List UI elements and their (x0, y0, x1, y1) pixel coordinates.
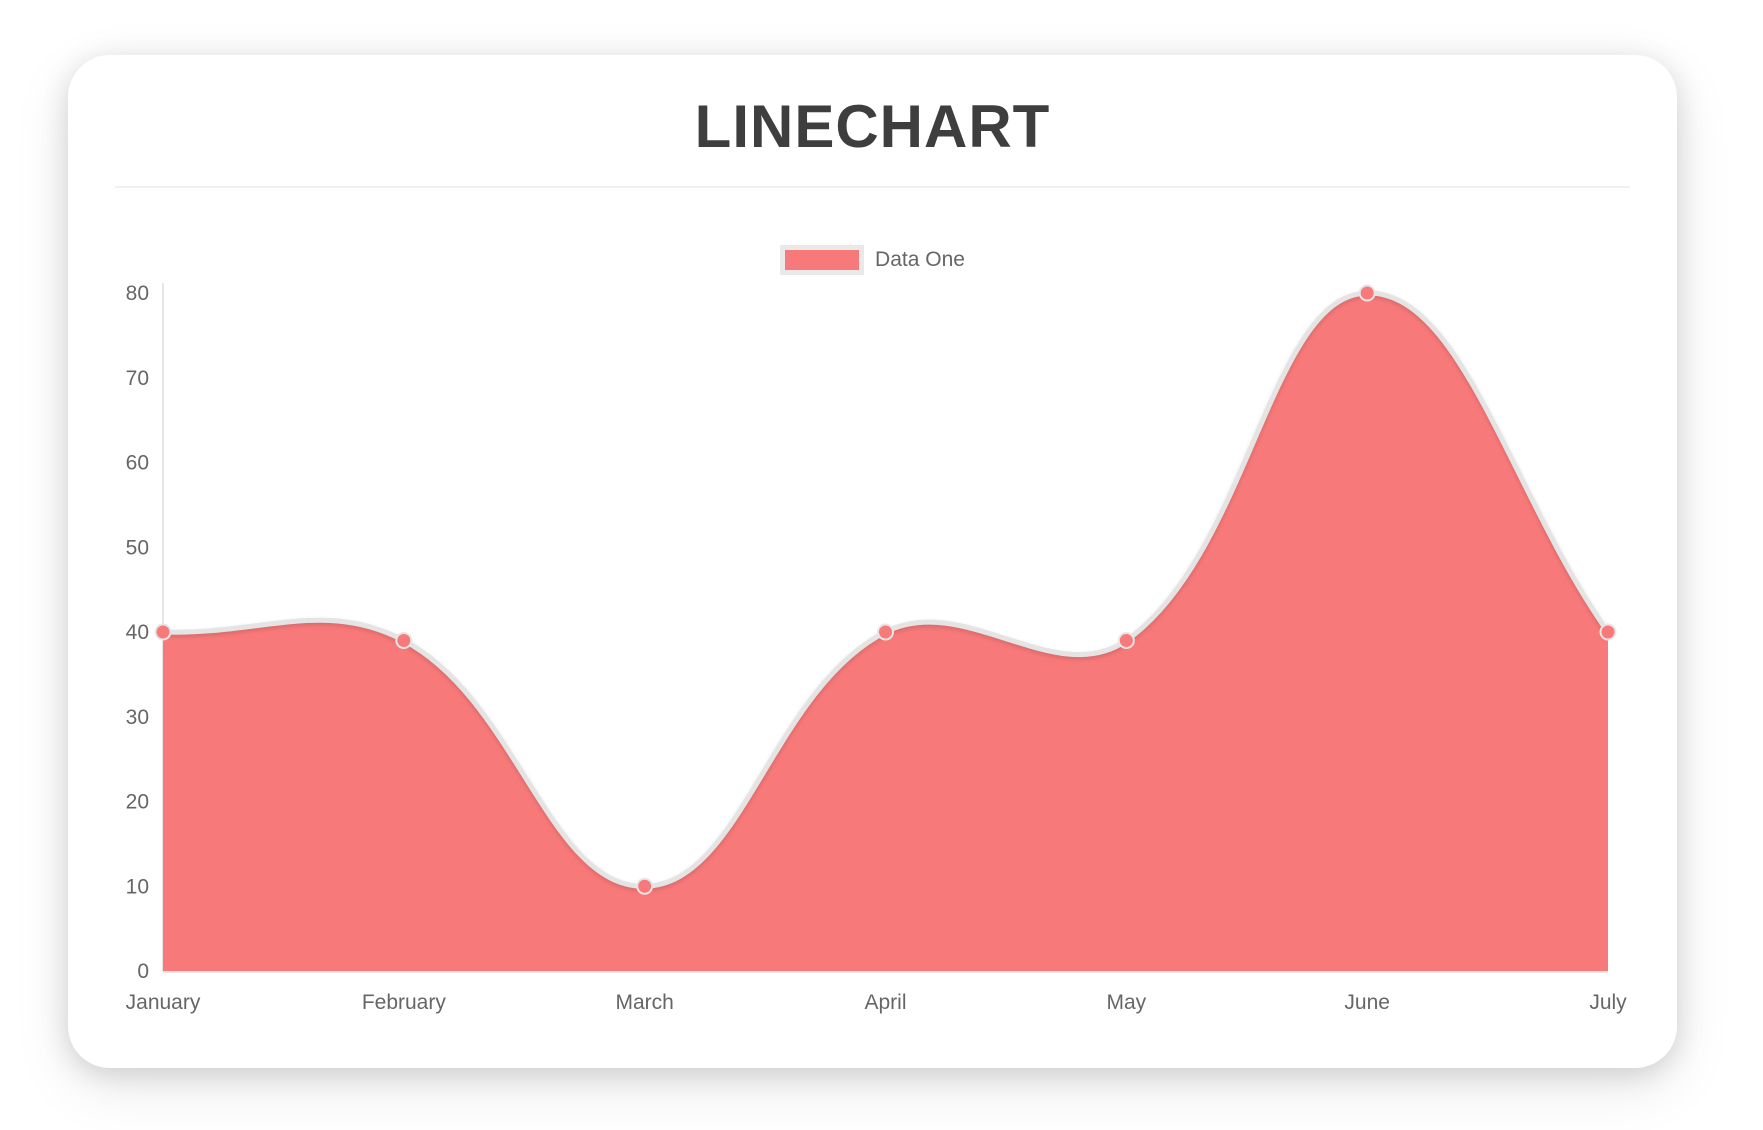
x-tick-label-january: January (126, 991, 201, 1014)
x-tick-label-february: February (362, 991, 447, 1014)
data-point-february[interactable] (395, 631, 413, 649)
y-tick-label-60: 60 (126, 452, 149, 475)
data-points (154, 284, 1617, 895)
x-tick-label-july: July (1589, 991, 1627, 1014)
chart-legend: Data One (68, 245, 1677, 275)
x-tick-label-march: March (615, 991, 673, 1014)
y-tick-label-10: 10 (126, 875, 149, 898)
y-tick-label-80: 80 (126, 282, 149, 305)
chart-title: LINECHART (694, 93, 1051, 160)
data-point-january[interactable] (154, 623, 172, 641)
data-point-april[interactable] (877, 623, 894, 641)
line-path (160, 290, 1611, 889)
legend-swatch (780, 245, 865, 275)
y-tick-label-40: 40 (126, 621, 149, 644)
y-tick-label-70: 70 (126, 367, 149, 390)
x-tick-label-april: April (864, 991, 906, 1014)
y-axis-labels: 0 10 20 30 40 50 60 70 80 (126, 282, 149, 983)
legend-item-data-one[interactable]: Data One (780, 245, 965, 275)
y-tick-label-30: 30 (126, 706, 149, 729)
data-point-june[interactable] (1358, 284, 1376, 302)
title-divider (115, 186, 1630, 188)
x-axis-labels: January February March April May June July (126, 991, 1628, 1014)
line-chart-canvas[interactable]: 0 10 20 30 40 50 60 70 80 January February March Ap… (68, 55, 1677, 1068)
y-tick-label-50: 50 (126, 536, 149, 559)
y-tick-label-20: 20 (126, 791, 149, 814)
data-point-july[interactable] (1599, 623, 1617, 641)
data-point-may[interactable] (1117, 631, 1135, 649)
legend-label: Data One (875, 248, 965, 271)
chart-card: LINECHART Data One 0 10 20 30 40 50 60 70 80 Jan… (68, 55, 1677, 1068)
x-tick-label-may: May (1106, 991, 1146, 1014)
x-tick-label-june: June (1344, 991, 1390, 1014)
y-tick-label-0: 0 (137, 960, 149, 983)
data-point-march[interactable] (636, 877, 654, 895)
